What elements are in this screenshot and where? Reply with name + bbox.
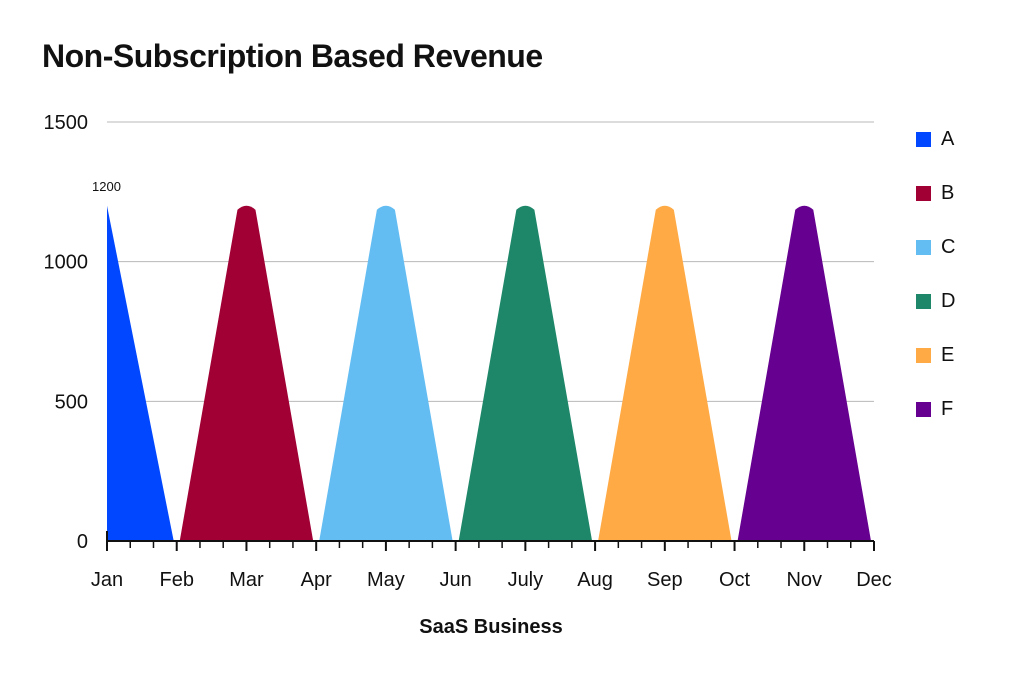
legend-swatch xyxy=(916,347,931,363)
legend-label: D xyxy=(941,289,956,312)
x-tick-label: Mar xyxy=(229,569,264,591)
axes xyxy=(106,531,875,551)
tick-labels: 0 500 1000 1500 1200 Jan Feb Mar Apr May Jun July Au… xyxy=(44,112,892,591)
y-tick-label: 1500 xyxy=(44,112,89,134)
series-area-f xyxy=(737,205,871,542)
series-area-a xyxy=(107,205,174,542)
series-area-b xyxy=(179,205,314,542)
y-tick-label: 1000 xyxy=(44,252,89,274)
x-tick-label: Aug xyxy=(577,569,613,591)
series-areas xyxy=(107,205,871,542)
legend-label: E xyxy=(941,343,955,366)
legend: A B C D E F xyxy=(916,112,955,436)
legend-item-d: D xyxy=(916,274,955,328)
legend-label: C xyxy=(941,235,956,258)
legend-item-a: A xyxy=(916,112,955,166)
legend-item-e: E xyxy=(916,328,955,382)
x-tick-label: May xyxy=(367,569,405,591)
legend-swatch xyxy=(916,239,931,255)
legend-swatch xyxy=(916,131,931,147)
y-tick-label: 0 xyxy=(77,531,88,553)
legend-swatch xyxy=(916,185,931,201)
data-label: 1200 xyxy=(92,179,121,194)
x-tick-label: Jan xyxy=(91,569,123,591)
x-axis-title: SaaS Business xyxy=(419,616,562,638)
x-tick-label: Feb xyxy=(159,569,193,591)
series-area-c xyxy=(319,205,453,542)
legend-label: B xyxy=(941,181,955,204)
legend-label: A xyxy=(941,127,955,150)
x-tick-label: Sep xyxy=(647,569,683,591)
legend-label: F xyxy=(941,397,954,420)
series-area-d xyxy=(458,205,593,542)
x-tick-label: Oct xyxy=(719,569,751,591)
x-tick-label: Nov xyxy=(786,569,822,591)
legend-item-c: C xyxy=(916,220,955,274)
x-tick-label: July xyxy=(508,569,544,591)
x-tick-label: Apr xyxy=(301,569,332,591)
series-area-e xyxy=(598,205,732,542)
legend-item-f: F xyxy=(916,382,955,436)
legend-swatch xyxy=(916,293,931,309)
chart-title: Non-Subscription Based Revenue xyxy=(42,38,543,74)
legend-swatch xyxy=(916,401,931,417)
y-tick-label: 500 xyxy=(55,391,88,413)
x-tick-label: Dec xyxy=(856,569,892,591)
x-tick-label: Jun xyxy=(440,569,472,591)
legend-item-b: B xyxy=(916,166,955,220)
